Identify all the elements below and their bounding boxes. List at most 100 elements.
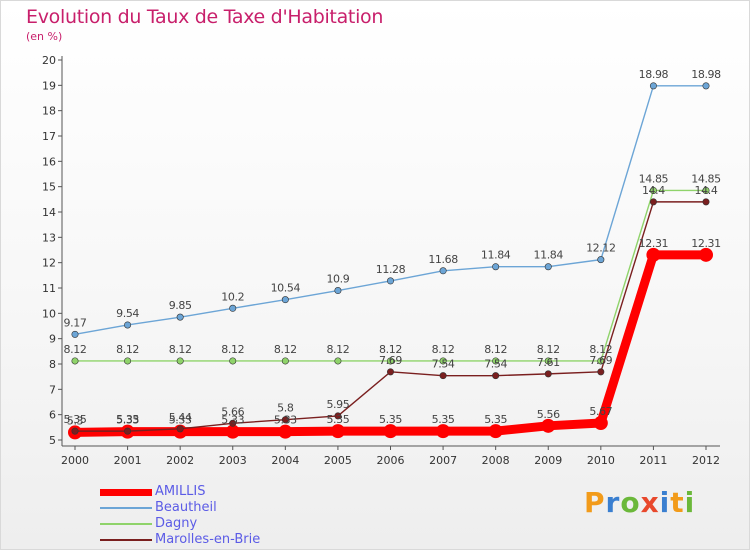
point-marolles-en-brie [492, 372, 500, 380]
y-tick-label: 8 [49, 358, 56, 371]
point-beautheil [71, 330, 79, 338]
legend-swatch [100, 507, 152, 509]
y-tick-label: 13 [42, 231, 56, 244]
y-tick-label: 15 [42, 181, 56, 194]
x-tick-label: 2003 [219, 454, 247, 467]
x-tick-label: 2011 [639, 454, 667, 467]
data-label-amillis: 5.33 [169, 414, 192, 427]
point-dagny [649, 186, 657, 194]
data-label-amillis: 5.33 [116, 414, 139, 427]
point-beautheil [124, 321, 132, 329]
y-tick-label: 10 [42, 307, 56, 320]
data-label-amillis: 5.35 [326, 413, 349, 426]
axes: 5 6 7 8 9 10 11 12 13 14 15 16 17 18 19 20 2000 2001 2002 2… [42, 54, 720, 467]
point-marolles-en-brie [386, 368, 394, 376]
data-label-beautheil: 12.12 [586, 242, 616, 255]
chart-subtitle: (en %) [26, 30, 63, 43]
point-marolles-en-brie [649, 198, 657, 206]
point-marolles-en-brie [597, 368, 605, 376]
y-tick-label: 17 [42, 130, 56, 143]
data-label-beautheil: 18.98 [691, 68, 721, 81]
series-lines [68, 82, 713, 440]
data-label-marolles-en-brie: 5.35 [64, 413, 87, 426]
point-amillis [278, 424, 293, 439]
chart-title: Evolution du Taux de Taxe d'Habitation [26, 6, 384, 28]
point-dagny [334, 357, 342, 365]
point-dagny [439, 357, 447, 365]
data-label-marolles-en-brie: 7.61 [537, 356, 560, 369]
point-marolles-en-brie [124, 427, 132, 435]
y-tick-label: 5 [49, 434, 56, 447]
data-label-dagny: 8.12 [169, 343, 192, 356]
data-label-dagny: 8.12 [64, 343, 87, 356]
data-label-beautheil: 11.84 [481, 249, 511, 262]
data-label-marolles-en-brie: 7.69 [379, 354, 402, 367]
legend-label: Dagny [155, 516, 198, 531]
data-label-marolles-en-brie: 7.54 [484, 358, 507, 371]
point-amillis [436, 424, 451, 439]
data-label-beautheil: 10.9 [326, 273, 349, 286]
point-dagny [71, 357, 79, 365]
y-tick-label: 6 [49, 409, 56, 422]
point-dagny [544, 357, 552, 365]
data-label-dagny: 14.85 [639, 172, 669, 185]
data-label-beautheil: 9.85 [169, 299, 192, 312]
data-label-marolles-en-brie: 14.4 [695, 184, 718, 197]
point-marolles-en-brie [702, 198, 710, 206]
point-marolles-en-brie [281, 416, 289, 424]
x-tick-label: 2008 [482, 454, 510, 467]
y-tick-label: 16 [42, 155, 56, 168]
point-marolles-en-brie [334, 412, 342, 420]
legend-label: Marolles-en-Brie [155, 532, 261, 547]
data-label-marolles-en-brie: 5.35 [116, 413, 139, 426]
x-tick-label: 2002 [166, 454, 194, 467]
y-tick-label: 14 [42, 206, 56, 219]
data-label-beautheil: 9.54 [116, 307, 139, 320]
data-label-amillis: 5.35 [379, 413, 402, 426]
data-label-beautheil: 11.68 [428, 253, 458, 266]
data-label-beautheil: 18.98 [639, 68, 669, 81]
legend-swatch [100, 539, 152, 541]
data-label-marolles-en-brie: 7.54 [432, 358, 455, 371]
data-label-dagny: 8.12 [537, 343, 560, 356]
point-dagny [124, 357, 132, 365]
data-label-beautheil: 9.17 [64, 316, 87, 329]
point-marolles-en-brie [229, 419, 237, 427]
data-label-amillis: 5.33 [221, 414, 244, 427]
x-tick-label: 2009 [534, 454, 562, 467]
data-label-marolles-en-brie: 5.66 [221, 405, 244, 418]
data-label-dagny: 8.12 [379, 343, 402, 356]
point-beautheil [281, 296, 289, 304]
data-label-marolles-en-brie: 14.4 [642, 184, 665, 197]
data-label-beautheil: 10.2 [221, 290, 244, 303]
data-label-beautheil: 10.54 [271, 282, 301, 295]
x-tick-label: 2005 [324, 454, 352, 467]
data-label-marolles-en-brie: 5.8 [277, 402, 294, 415]
point-beautheil [176, 313, 184, 321]
point-dagny [176, 357, 184, 365]
point-beautheil [492, 263, 500, 271]
y-tick-label: 7 [49, 383, 56, 396]
data-label-dagny: 8.12 [274, 343, 297, 356]
point-marolles-en-brie [176, 425, 184, 433]
point-beautheil [544, 263, 552, 271]
point-beautheil [597, 256, 605, 264]
point-amillis [383, 424, 398, 439]
data-label-dagny: 8.12 [484, 343, 507, 356]
legend-swatch [100, 523, 152, 525]
data-label-dagny: 8.12 [326, 343, 349, 356]
data-label-dagny: 8.12 [589, 343, 612, 356]
data-label-dagny: 8.12 [432, 343, 455, 356]
point-marolles-en-brie [439, 372, 447, 380]
point-marolles-en-brie [71, 427, 79, 435]
legend-swatch [100, 488, 152, 496]
x-tick-label: 2004 [271, 454, 299, 467]
point-beautheil [229, 304, 237, 312]
point-beautheil [386, 277, 394, 285]
x-tick-label: 2006 [377, 454, 405, 467]
data-label-amillis: 12.31 [639, 237, 669, 250]
x-tick-label: 2000 [61, 454, 89, 467]
data-label-marolles-en-brie: 7.69 [589, 354, 612, 367]
x-tick-label: 2001 [114, 454, 142, 467]
